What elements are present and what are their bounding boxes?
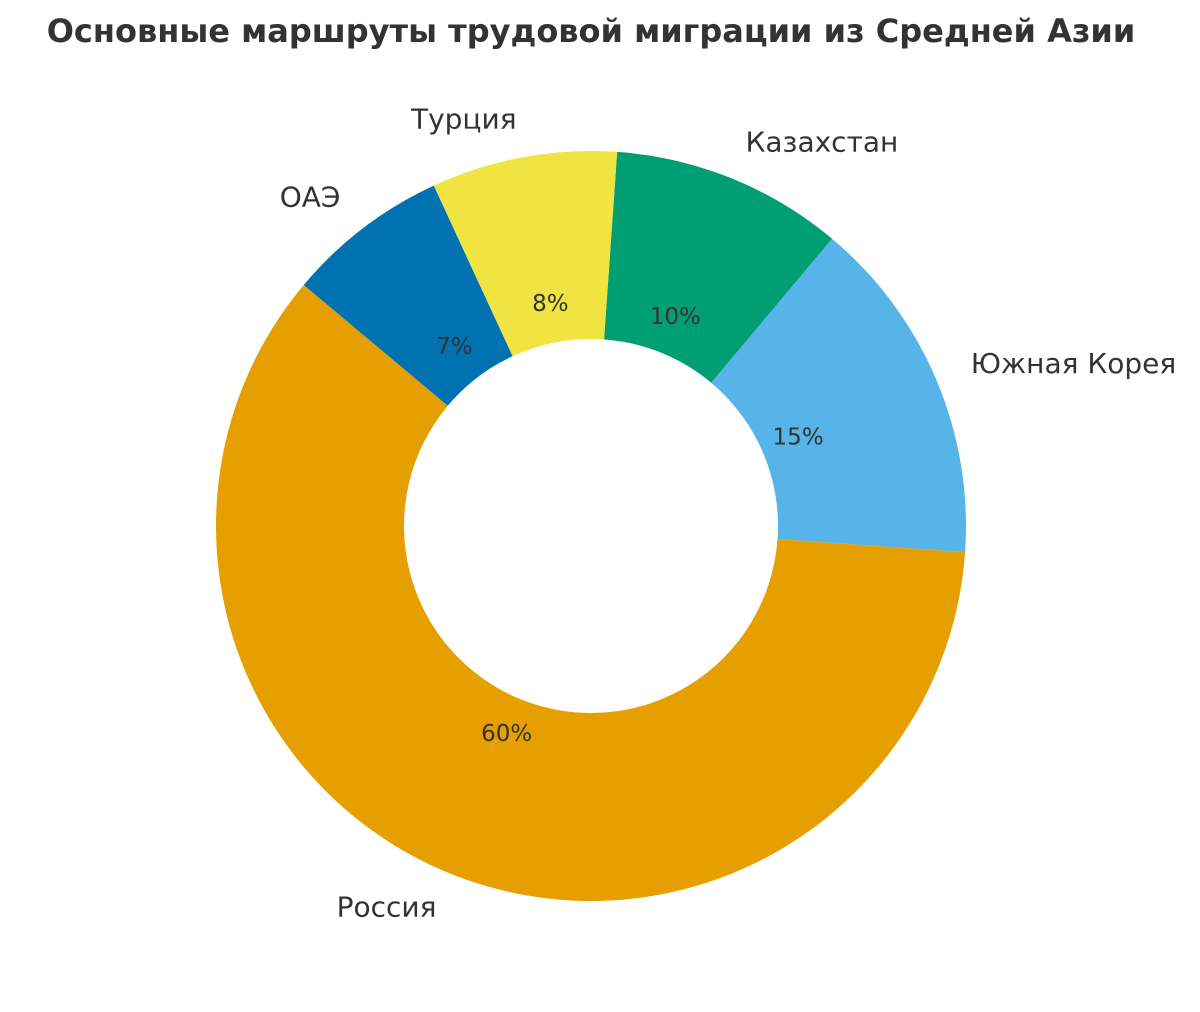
value-label: 8% [532,291,569,317]
slice [604,151,833,383]
value-label: 7% [436,334,473,360]
slice-label: ОАЭ [280,180,341,213]
slice [433,151,618,357]
slice-label: Казахстан [746,126,899,159]
slice [303,185,513,406]
slice-label: Южная Корея [971,347,1177,380]
slice [216,284,966,902]
slice-label: Турция [410,102,517,135]
value-label: 15% [773,425,824,451]
value-label: 60% [481,721,532,747]
value-label: 10% [650,304,701,330]
slice [711,238,966,553]
chart-title: Основные маршруты трудовой миграции из С… [47,12,1136,50]
slice-label: Россия [337,890,437,923]
